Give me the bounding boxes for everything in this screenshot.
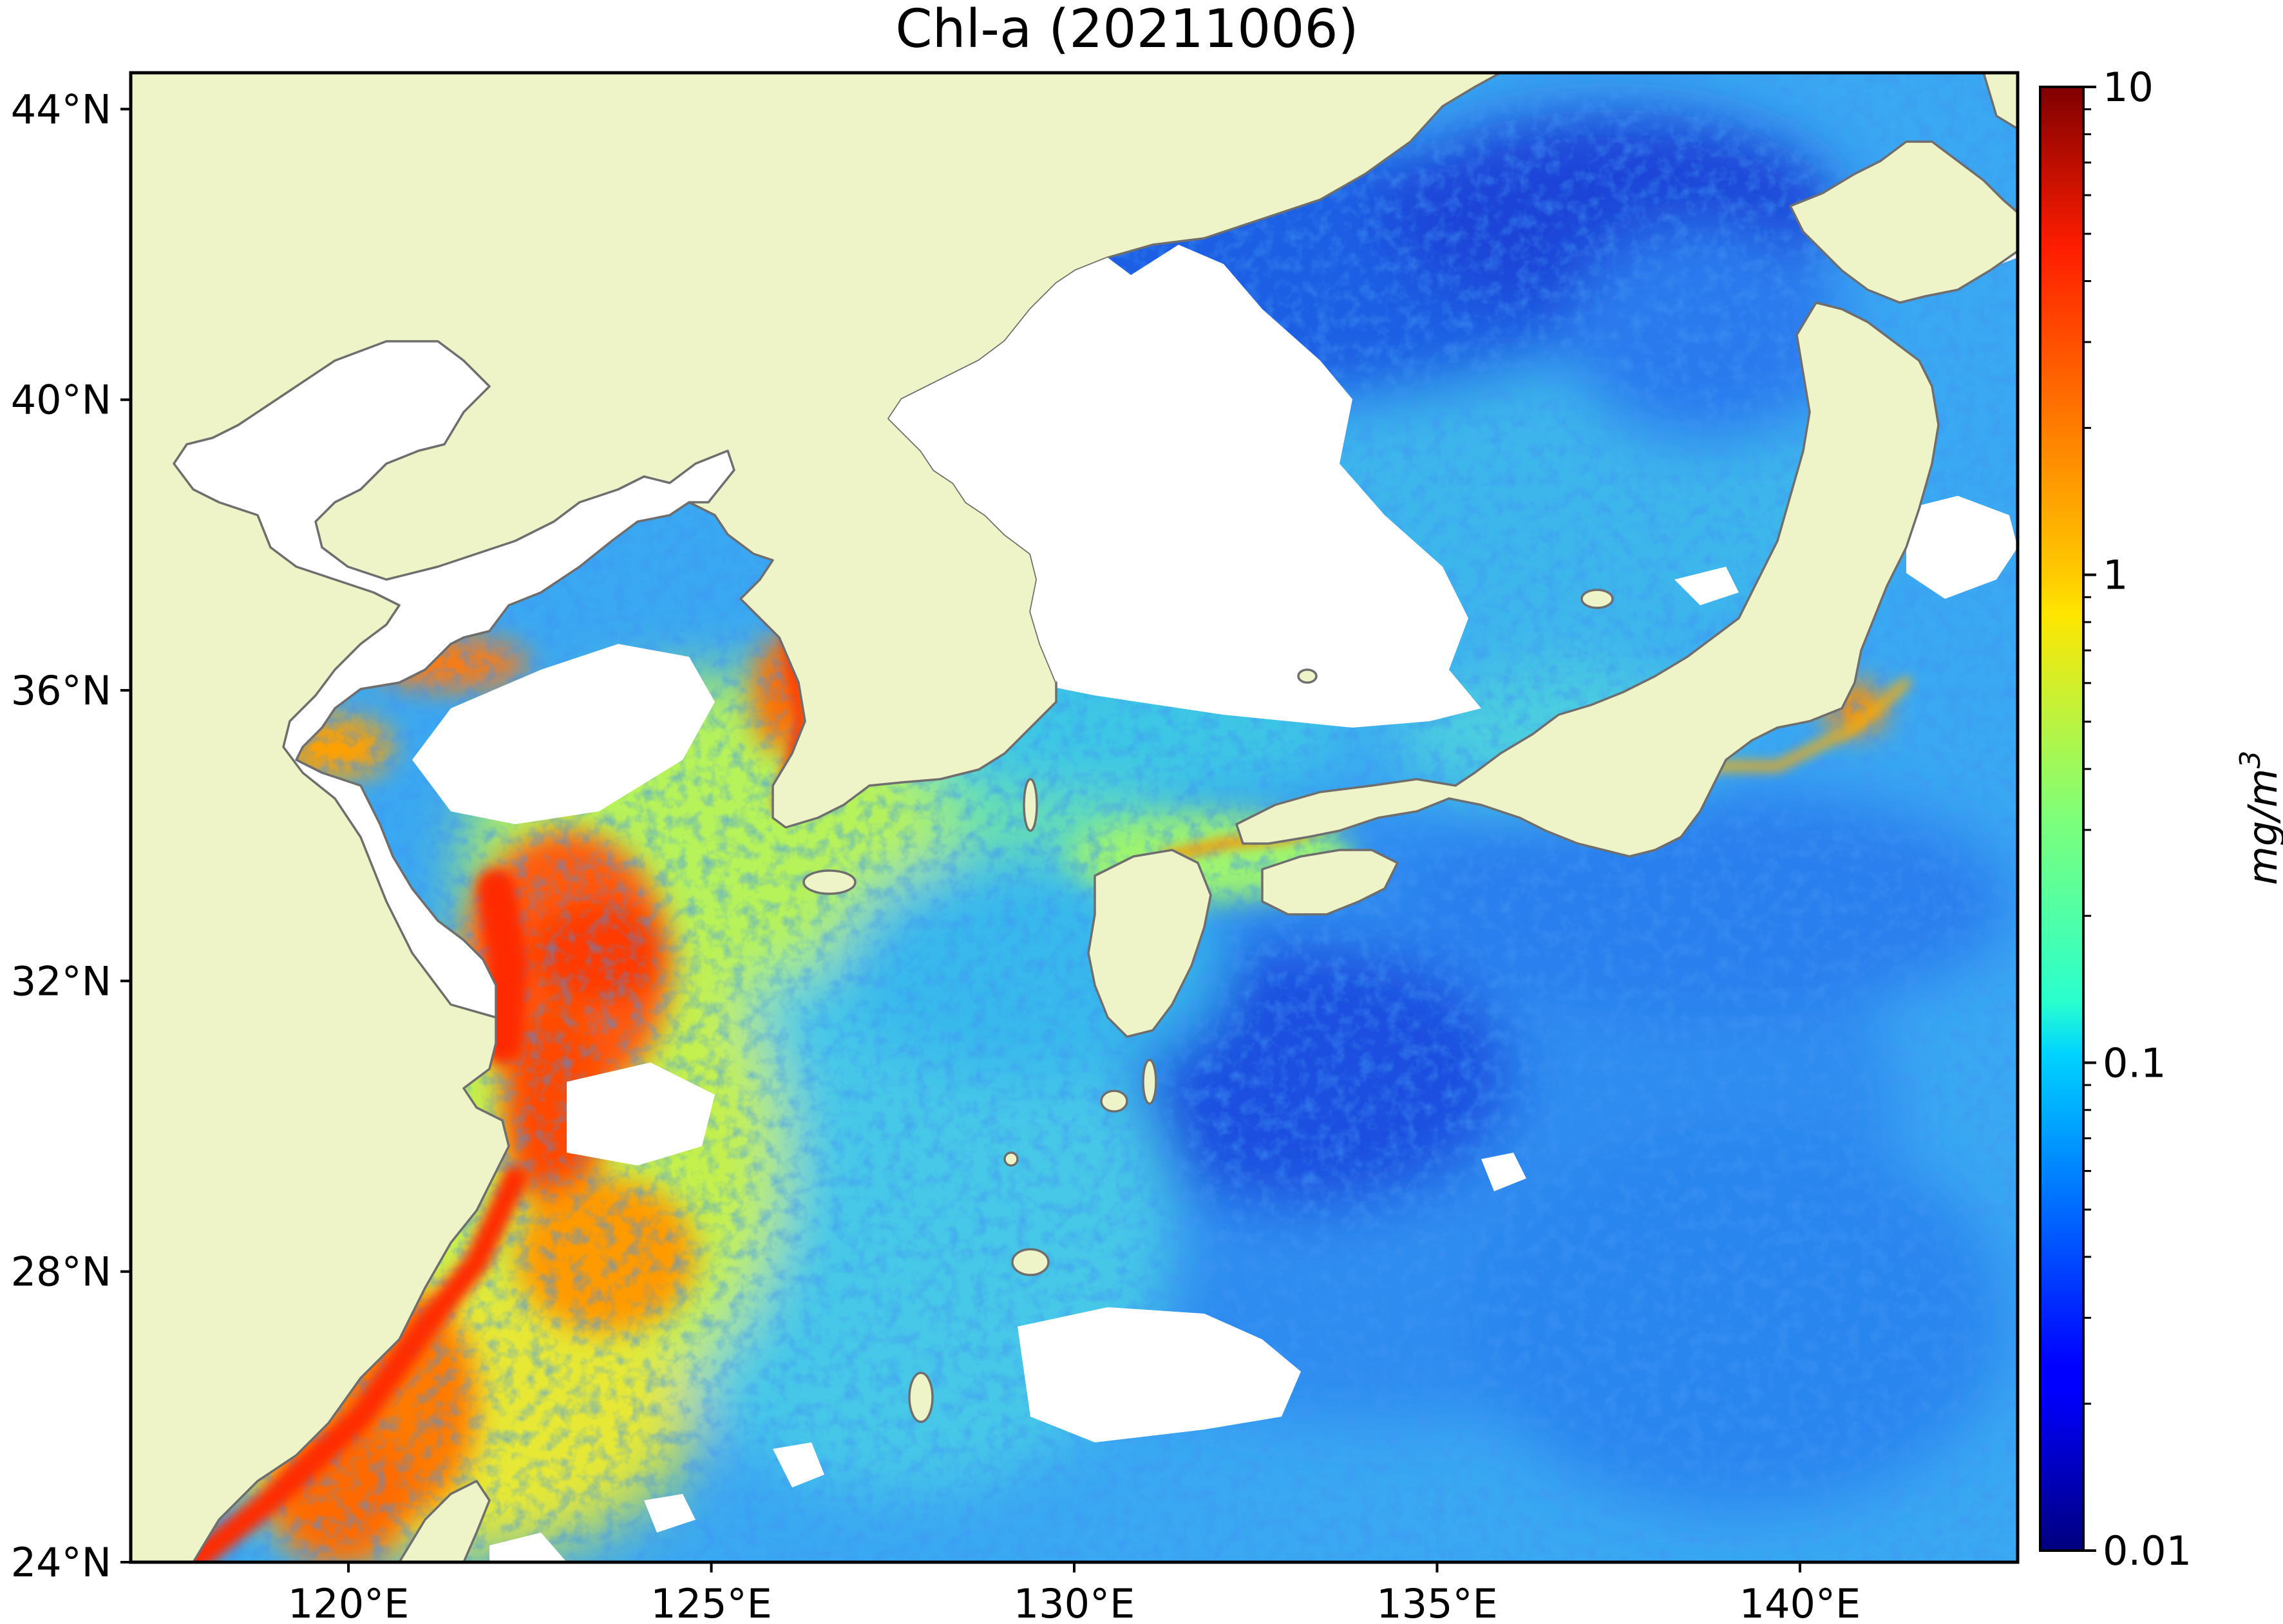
colorbar-units-label: mg/m3 xyxy=(2234,750,2283,885)
colorbar-gradient xyxy=(2039,86,2085,1552)
lon-tick-label: 140°E xyxy=(1739,1580,1861,1624)
land-tsushima xyxy=(1023,778,1038,832)
colorbar-tick-label: 1 xyxy=(2103,552,2128,599)
lat-tick-label: 24°N xyxy=(11,1539,111,1586)
land-kyushu xyxy=(1087,849,1212,1038)
latitude-axis: 44°N 40°N 36°N 32°N 28°N 24°N xyxy=(11,86,131,1586)
colorbar: 10 1 0.1 0.01 mg/m3 xyxy=(2039,64,2283,1574)
land-okinawa xyxy=(908,1372,934,1423)
lat-tick-label: 28°N xyxy=(11,1249,111,1296)
land-hokkaido xyxy=(1789,140,2018,304)
bohai-sea-mask xyxy=(173,340,735,1019)
lat-tick-label: 36°N xyxy=(11,667,111,714)
longitude-axis: 120°E 125°E 130°E 135°E 140°E xyxy=(288,1562,1861,1624)
land-tanegashima xyxy=(1142,1059,1157,1105)
land-sakhalin xyxy=(1982,73,2018,130)
land-masses xyxy=(131,73,2018,1562)
land-jeju xyxy=(802,869,857,895)
land-shikoku xyxy=(1261,849,1399,916)
lon-tick-label: 130°E xyxy=(1014,1580,1135,1624)
colorbar-tick-label: 10 xyxy=(2103,64,2154,111)
lat-tick-label: 40°N xyxy=(11,377,111,424)
colorbar-tick-label: 0.01 xyxy=(2103,1527,2192,1574)
colorbar-units-superscript: 3 xyxy=(2234,750,2267,768)
land-oki xyxy=(1297,668,1318,684)
lat-tick-label: 44°N xyxy=(11,86,111,133)
land-island-east-china-sea xyxy=(1003,1151,1019,1167)
colorbar-units-text: mg/m xyxy=(2239,768,2283,885)
land-sado xyxy=(1580,589,1614,609)
land-honshu xyxy=(1235,301,1940,858)
land-yakushima xyxy=(1100,1090,1128,1113)
land-taiwan xyxy=(398,1480,491,1562)
map-title: Chl-a (20211006) xyxy=(895,0,1359,60)
lon-tick-label: 135°E xyxy=(1376,1580,1498,1624)
lon-tick-label: 125°E xyxy=(650,1580,772,1624)
korea-cloud-cover xyxy=(889,258,1153,683)
lat-tick-label: 32°N xyxy=(11,958,111,1005)
colorbar-ticks: 10 1 0.1 0.01 xyxy=(2083,64,2192,1574)
land-amami xyxy=(1011,1248,1050,1276)
colorbar-tick-label: 0.1 xyxy=(2103,1039,2166,1086)
map-area xyxy=(131,73,2018,1562)
lon-tick-label: 120°E xyxy=(288,1580,410,1624)
